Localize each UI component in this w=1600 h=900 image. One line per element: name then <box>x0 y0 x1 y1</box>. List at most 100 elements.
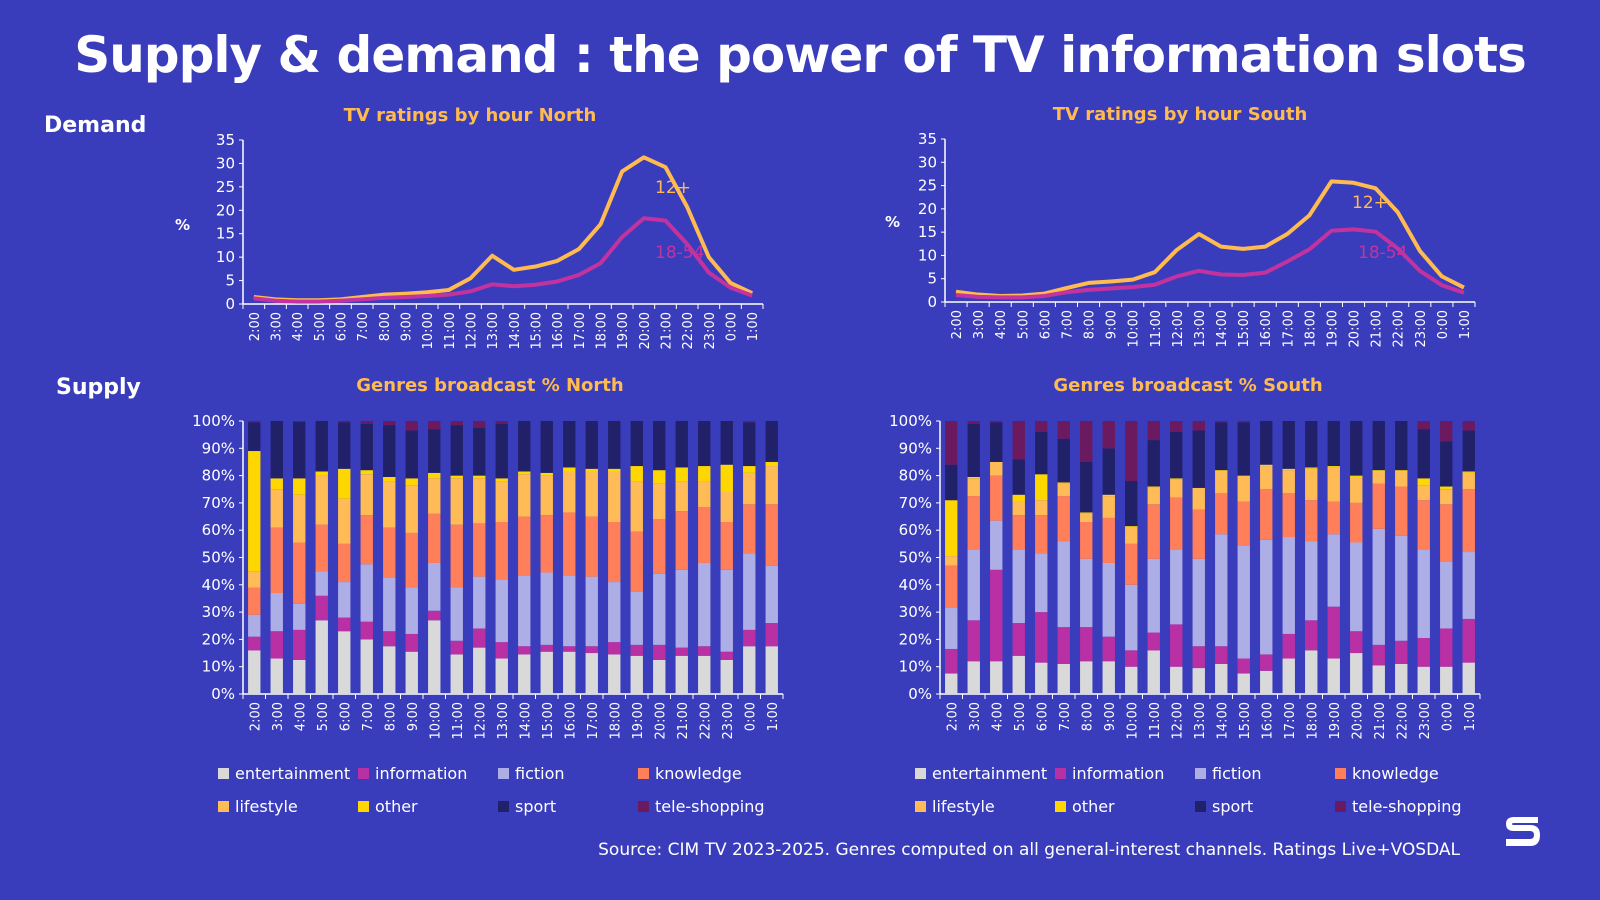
south-genres-x-tick-label: 15:00 <box>1238 702 1253 739</box>
south-genres-bar-tele-shopping <box>1035 421 1048 432</box>
north-genres-bar-lifestyle <box>540 475 553 516</box>
south-genres-bar-sport <box>1035 431 1048 475</box>
north-genres-bar-tele-shopping <box>293 421 306 422</box>
north-genres-bar-knowledge <box>608 522 621 583</box>
north-genres-y-tick-label: 10% <box>202 658 235 676</box>
north-genres-bar-information <box>315 595 328 621</box>
north-genres-bar-lifestyle <box>495 481 508 523</box>
south-genres-bar-knowledge <box>1327 501 1340 535</box>
north-genres-bar-fiction <box>293 603 306 630</box>
north-genres-bar-entertainment <box>473 647 486 694</box>
north-genres-bar-knowledge <box>765 504 778 566</box>
north-genres-bar-information <box>473 628 486 648</box>
south-ratings-x-tick-label: 3:00 <box>972 310 987 339</box>
north-genres-bar-other <box>270 478 283 490</box>
north-genres-y-tick-label: 70% <box>202 494 235 512</box>
south-genres-bar-lifestyle <box>1350 476 1363 503</box>
south-ratings-x-tick-label: 8:00 <box>1083 310 1098 339</box>
north-genres-bar-lifestyle <box>675 481 688 512</box>
south-genres-x-tick-label: 1:00 <box>1463 702 1478 731</box>
south-genres-bar-knowledge <box>1192 509 1205 559</box>
north-genres-bar-knowledge <box>293 542 306 604</box>
north-genres-y-tick-label: 40% <box>202 576 235 594</box>
south-genres-x-tick-label: 6:00 <box>1035 702 1050 731</box>
legend-label: fiction <box>515 764 565 783</box>
north-genres-y-tick-label: 100% <box>192 412 235 430</box>
north-ratings-y-tick-label: 25 <box>216 178 235 196</box>
north-genres-bar-other <box>540 472 553 476</box>
north-genres-bar-lifestyle <box>293 494 306 543</box>
south-ratings-x-tick-label: 17:00 <box>1281 310 1296 347</box>
south-genres-bar-entertainment <box>1440 666 1453 694</box>
north-genres-bar-knowledge <box>518 516 531 576</box>
south-genres-bar-other <box>1080 512 1093 514</box>
north-genres-bar-fiction <box>473 576 486 629</box>
south-genres-bar-information <box>1260 654 1273 671</box>
north-genres-x-tick-label: 3:00 <box>271 702 286 731</box>
north-ratings-x-tick-label: 10:00 <box>421 312 436 349</box>
south-genres-bar-other <box>1057 482 1070 484</box>
north-genres-bar-fiction <box>675 569 688 648</box>
north-genres-bar-sport <box>540 421 553 473</box>
south-ratings-x-tick-label: 7:00 <box>1060 310 1075 339</box>
south-genres-bar-fiction <box>1080 558 1093 628</box>
north-genres-x-tick-label: 11:00 <box>451 702 466 739</box>
south-genres-x-tick-label: 12:00 <box>1170 702 1185 739</box>
north-genres-bar-sport <box>743 422 756 467</box>
north-genres-bar-tele-shopping <box>743 421 756 423</box>
south-genres-bar-sport <box>1125 481 1138 527</box>
south-genres-bar-knowledge <box>1237 501 1250 546</box>
south-genres-bar-fiction <box>1395 535 1408 641</box>
north-genres-bar-lifestyle <box>315 475 328 525</box>
south-genres-x-tick-label: 20:00 <box>1350 702 1365 739</box>
legend-label: information <box>1072 764 1165 783</box>
legend-swatch <box>218 768 229 779</box>
south-genres-bar-tele-shopping <box>1215 421 1228 423</box>
south-ratings-x-tick-label: 14:00 <box>1215 310 1230 347</box>
north-genres-bar-entertainment <box>585 653 598 694</box>
south-genres-bar-sport <box>1215 422 1228 471</box>
south-genres-y-tick-label: 30% <box>899 603 932 621</box>
north-genres-bar-fiction <box>540 572 553 645</box>
south-genres-bar-other <box>1282 468 1295 471</box>
south-genres-bar-tele-shopping <box>1057 421 1070 439</box>
south-genres-bar-fiction <box>1417 549 1430 639</box>
south-genres-bar-entertainment <box>1395 663 1408 694</box>
south-genres-bar-sport <box>967 423 980 477</box>
north-genres-bar-other <box>338 468 351 499</box>
south-genres-bar-lifestyle <box>967 478 980 497</box>
south-genres-bar-other <box>1305 467 1318 469</box>
north-genres-bar-tele-shopping <box>428 421 441 430</box>
legend-item-sport: sport <box>498 797 638 816</box>
north-genres-bar-knowledge <box>360 515 373 565</box>
north-genres-x-tick-label: 13:00 <box>496 702 511 739</box>
south-genres-bar-entertainment <box>1035 662 1048 694</box>
south-genres-bar-knowledge <box>1282 493 1295 538</box>
south-genres-bar-tele-shopping <box>990 421 1003 423</box>
south-genres-bar-sport <box>1327 421 1340 467</box>
south-genres-bar-lifestyle <box>1102 496 1115 518</box>
south-genres-bar-fiction <box>1462 552 1475 619</box>
south-genres-y-tick-label: 70% <box>899 494 932 512</box>
north-genres-bar-information <box>765 623 778 647</box>
north-genres-bar-fiction <box>495 579 508 643</box>
south-genres-bar-fiction <box>1372 528 1385 645</box>
south-genres-bar-information <box>945 648 958 674</box>
north-genres-bar-knowledge <box>720 522 733 570</box>
legend-item-information: information <box>1055 764 1195 783</box>
north-ratings-x-tick-label: 21:00 <box>660 312 675 349</box>
north-genres-bar-other <box>585 468 598 472</box>
north-genres-bar-entertainment <box>450 654 463 694</box>
south-genres-x-tick-label: 22:00 <box>1395 702 1410 739</box>
south-genres-bar-lifestyle <box>1147 487 1160 505</box>
south-genres-bar-sport <box>1440 441 1453 487</box>
north-genres-bar-lifestyle <box>698 481 711 507</box>
south-genres-bar-fiction <box>1215 534 1228 647</box>
south-genres-bar-tele-shopping <box>1417 421 1430 430</box>
legend-north: entertainment information fiction knowledge… <box>218 764 788 816</box>
north-genres-bar-sport <box>608 421 621 469</box>
north-genres-bar-entertainment <box>608 654 621 694</box>
north-ratings-x-tick-label: 23:00 <box>703 312 718 349</box>
south-genres-bar-information <box>1417 638 1430 667</box>
south-genres-y-tick-label: 10% <box>899 658 932 676</box>
